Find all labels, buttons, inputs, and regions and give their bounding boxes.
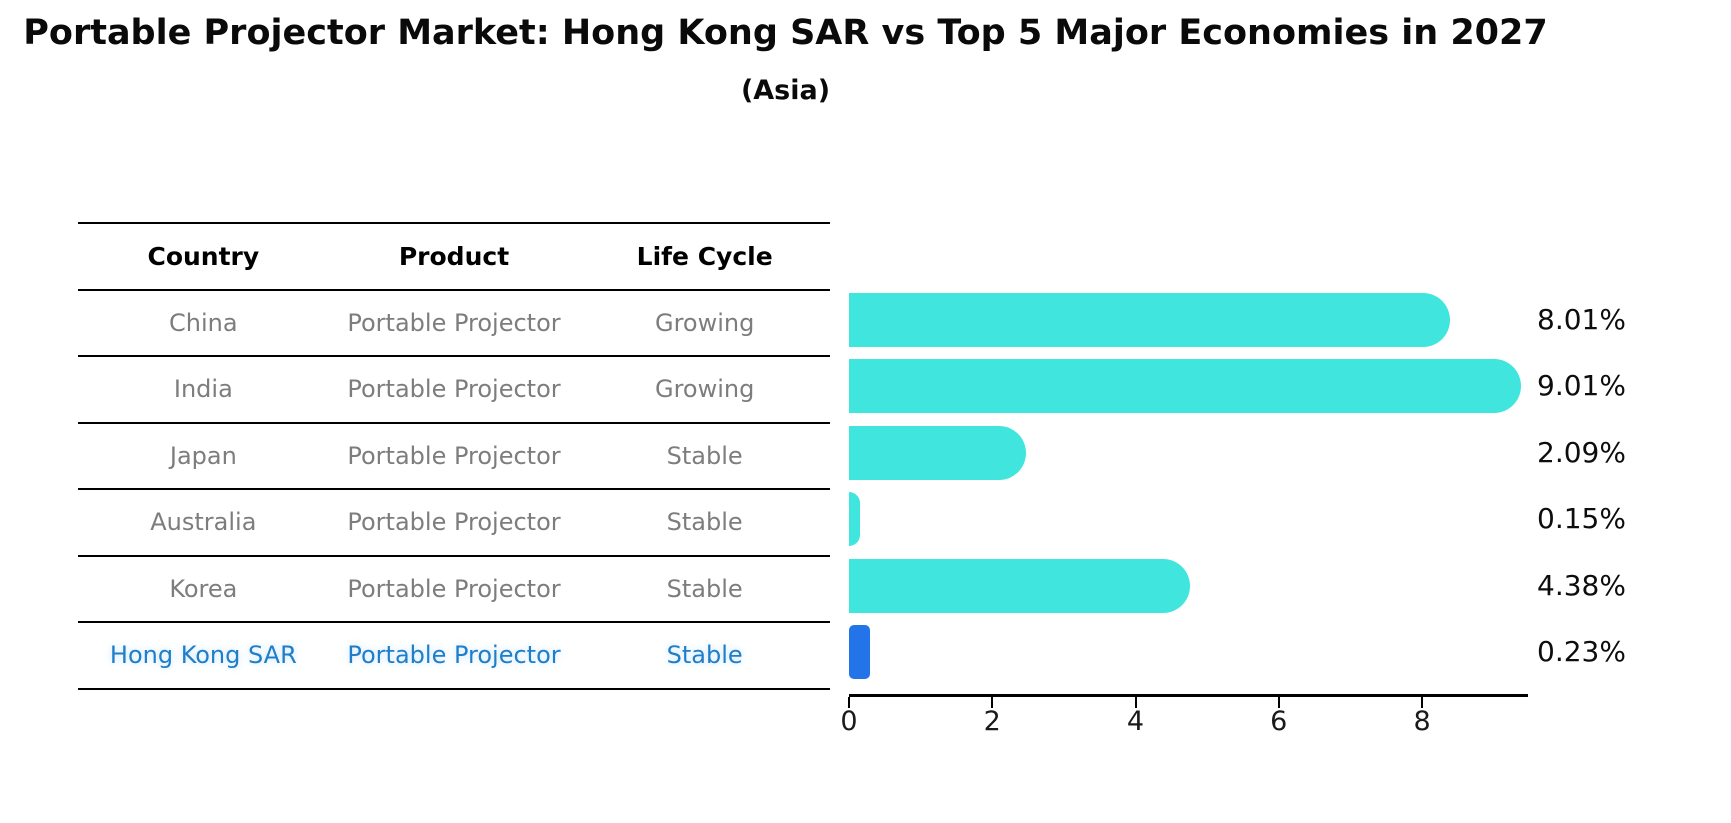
cell-country-japan: Japan: [169, 441, 237, 470]
table-row-korea: Korea Portable Projector Stable: [78, 554, 830, 622]
cell-product-korea: Portable Projector: [347, 574, 561, 603]
chart-subtitle: (Asia): [740, 75, 831, 106]
x-tick-label-2: 2: [983, 706, 1001, 737]
cell-life_cycle-japan: Stable: [666, 441, 743, 470]
bar-hong-kong-sar: [849, 625, 871, 679]
cell-product-india: Portable Projector: [347, 375, 561, 404]
column-header-country: Country: [147, 241, 260, 271]
x-tick-label-4: 4: [1126, 706, 1145, 737]
value-label-australia: 0.15%: [1537, 502, 1626, 536]
x-tick-8: [1421, 697, 1424, 708]
cell-product-china: Portable Projector: [347, 308, 561, 337]
table-row-china: China Portable Projector Growing: [78, 288, 830, 356]
column-header-life-cycle: Life Cycle: [636, 241, 773, 271]
table-row-india: India Portable Projector Growing: [78, 355, 830, 422]
country-table: Country Product Life Cycle China Portable Pr…: [78, 222, 830, 690]
table-row-australia: Australia Portable Projector Stable: [78, 488, 830, 555]
x-tick-label-8: 8: [1413, 706, 1431, 737]
bar-australia: [849, 492, 860, 547]
cell-life_cycle-korea: Stable: [666, 574, 743, 603]
cell-product-australia: Portable Projector: [347, 508, 561, 537]
column-header-product: Product: [398, 241, 510, 271]
cell-product-hong-kong-sar: Portable Projector: [347, 641, 561, 670]
cell-country-china: China: [169, 308, 238, 337]
x-tick-6: [1277, 697, 1280, 708]
x-tick-label-0: 0: [840, 706, 858, 737]
value-label-india: 9.01%: [1537, 369, 1626, 403]
value-label-japan: 2.09%: [1537, 435, 1626, 469]
x-axis-line: [849, 694, 1528, 697]
cell-country-hong-kong-sar: Hong Kong SAR: [109, 641, 297, 670]
table-header-row: Country Product Life Cycle: [78, 222, 830, 289]
x-tick-0: [848, 697, 850, 708]
cell-country-india: India: [173, 375, 233, 404]
bar-korea: [849, 558, 1190, 613]
x-tick-label-6: 6: [1270, 706, 1288, 737]
value-label-hong-kong-sar: 0.23%: [1537, 635, 1626, 668]
bar-japan: [849, 425, 1026, 480]
x-tick-4: [1134, 697, 1137, 708]
cell-life_cycle-china: Growing: [654, 308, 755, 337]
bar-india: [849, 359, 1522, 414]
x-tick-2: [991, 697, 994, 708]
cell-country-australia: Australia: [150, 508, 257, 537]
table-bottom-rule: [78, 687, 830, 690]
value-label-korea: 4.38%: [1537, 568, 1626, 602]
value-label-china: 8.01%: [1537, 303, 1626, 336]
table-row-japan: Japan Portable Projector Stable: [78, 421, 830, 489]
cell-country-korea: Korea: [169, 574, 238, 603]
cell-product-japan: Portable Projector: [347, 441, 561, 470]
chart-title: Portable Projector Market: Hong Kong SAR…: [23, 13, 1548, 53]
bar-china: [849, 293, 1450, 347]
table-row-hong-kong-sar: Hong Kong SAR Portable Projector Stable: [78, 621, 830, 688]
cell-life_cycle-australia: Stable: [666, 508, 743, 537]
cell-life_cycle-india: Growing: [654, 375, 755, 404]
cell-life_cycle-hong-kong-sar: Stable: [666, 641, 743, 670]
